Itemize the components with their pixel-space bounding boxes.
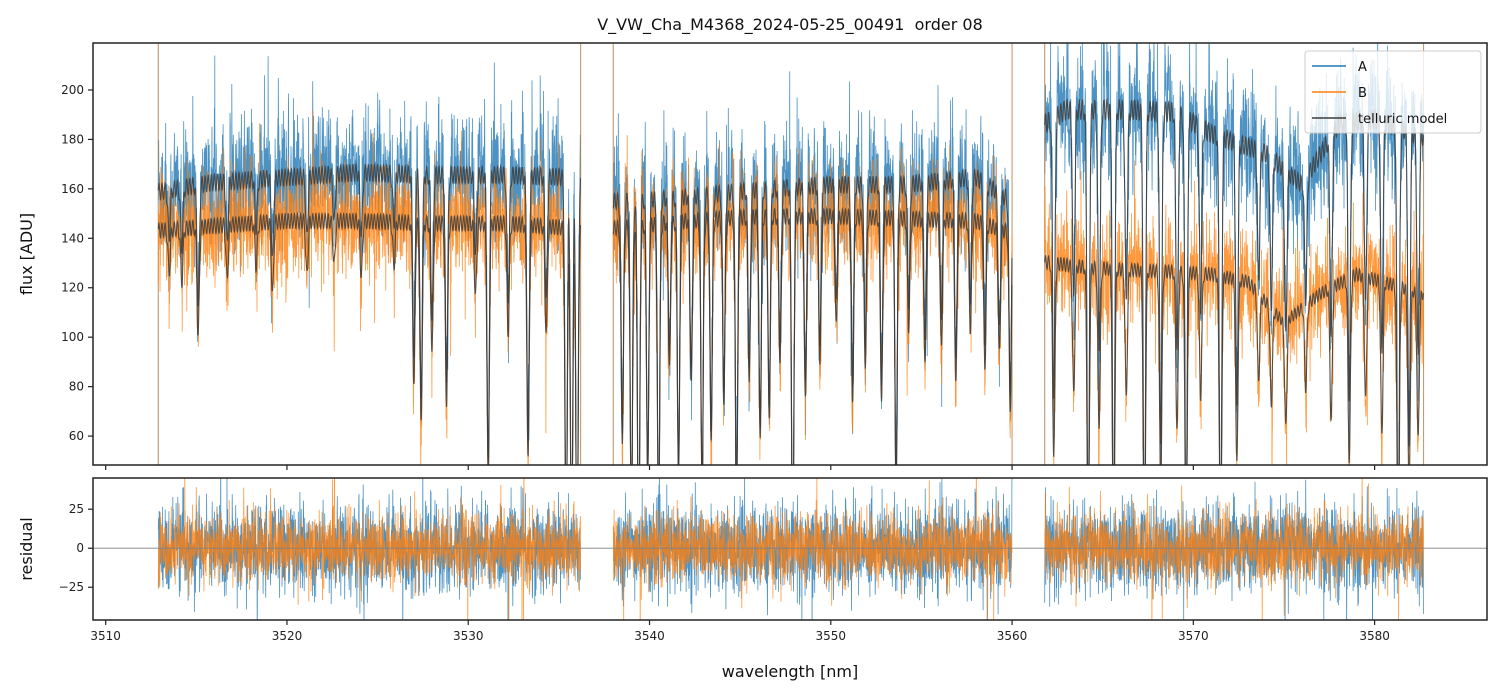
y-tick-label: 25 <box>69 502 84 516</box>
x-tick-label: 3510 <box>90 629 121 643</box>
y-tick-label: 120 <box>61 281 84 295</box>
telluric-model-line <box>612 206 1013 465</box>
legend: A B telluric model <box>1304 50 1482 134</box>
x-tick-label: 3530 <box>453 629 484 643</box>
spectrum-axes-frame <box>92 42 1488 466</box>
y-tick-label: 0 <box>76 541 84 555</box>
y-tick-label: 80 <box>69 380 84 394</box>
residual-line-b <box>612 478 1013 620</box>
telluric-model-line <box>157 211 582 465</box>
x-axis-top <box>105 465 1376 470</box>
spectrum-plot-area <box>157 43 1425 465</box>
y-tick-label: 140 <box>61 231 84 245</box>
legend-label-b: B <box>1358 86 1367 101</box>
y-tick-label: −25 <box>59 580 84 594</box>
y-tick-label: 200 <box>61 83 84 97</box>
y-tick-label: 60 <box>69 429 84 443</box>
x-axis-label-wavelength: wavelength [nm] <box>722 662 859 681</box>
y-axis-bottom: −25 0 25 <box>59 502 93 594</box>
y-tick-label: 160 <box>61 182 84 196</box>
x-tick-label: 3550 <box>816 629 847 643</box>
y-axis-top: 60 80 100 120 140 160 180 200 <box>61 83 93 443</box>
y-axis-label-flux: flux [ADU] <box>17 213 36 295</box>
spectrum-line-a <box>1044 43 1424 465</box>
x-tick-label: 3570 <box>1178 629 1209 643</box>
telluric-model-line <box>157 162 582 465</box>
x-axis-bottom: 3510 3520 3530 3540 3550 3560 3570 3580 <box>90 620 1390 643</box>
spectrum-panel: 60 80 100 120 140 160 180 200 flux [ADU] A B te… <box>17 42 1488 470</box>
residual-axes-frame <box>92 477 1488 621</box>
residual-line-b <box>157 478 581 620</box>
residual-line-b <box>1044 478 1424 620</box>
legend-label-telluric: telluric model <box>1358 112 1447 127</box>
residual-plot-area <box>93 478 1487 620</box>
x-tick-label: 3520 <box>272 629 303 643</box>
legend-box <box>1304 50 1482 134</box>
x-tick-label: 3540 <box>634 629 665 643</box>
x-tick-label: 3580 <box>1359 629 1390 643</box>
y-tick-label: 100 <box>61 330 84 344</box>
chart-title: V_VW_Cha_M4368_2024-05-25_00491 order 08 <box>597 15 983 35</box>
x-tick-label: 3560 <box>997 629 1028 643</box>
y-axis-label-residual: residual <box>17 517 36 580</box>
y-tick-label: 180 <box>61 132 84 146</box>
telluric-model-line <box>1044 254 1424 465</box>
legend-label-a: A <box>1358 60 1367 75</box>
